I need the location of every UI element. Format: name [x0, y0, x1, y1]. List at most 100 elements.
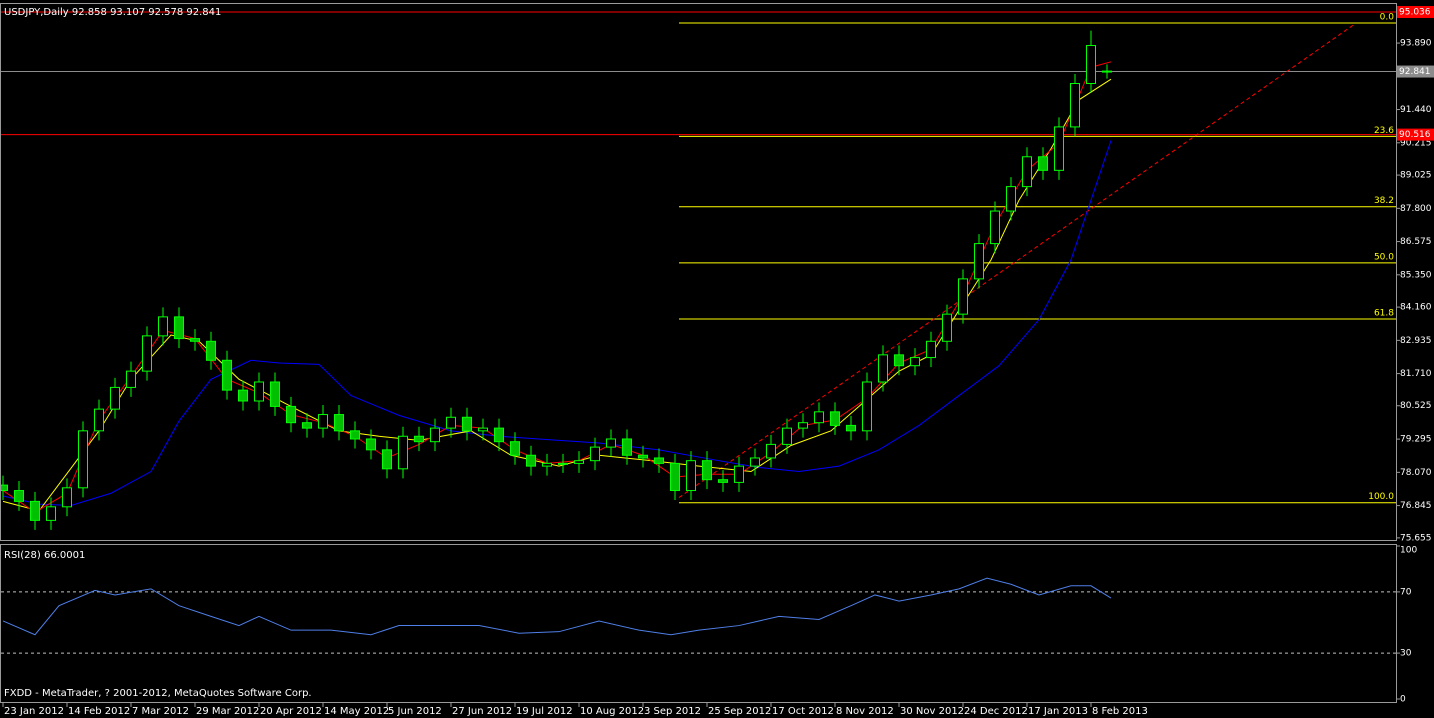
candle-body: [990, 210, 1000, 245]
rsi-panel-frame: [0, 544, 1397, 703]
y-tick-label: 86.575: [1400, 237, 1432, 247]
candle-body: [670, 462, 680, 492]
rsi-line: [2, 577, 1112, 636]
y-tick-label: 93.890: [1400, 39, 1432, 49]
price-label: 90.516: [1399, 130, 1431, 140]
candle-body: [1006, 186, 1016, 212]
moving-average: [2, 140, 1112, 506]
candle-body: [190, 338, 200, 342]
candle-body: [1, 484, 8, 492]
candle-body: [286, 405, 296, 424]
fib-label: 0.0: [1380, 12, 1395, 22]
candle-body: [654, 457, 664, 464]
axes: 23 Jan 2012 14 Feb 2012 7 Mar 2012 29 Mar 2…: [2, 5, 1434, 717]
candle-body: [414, 435, 424, 443]
candle-body: [110, 386, 120, 410]
candle-body: [750, 457, 760, 467]
candle-body: [254, 381, 264, 402]
y-tick-label: 75.655: [1400, 533, 1432, 543]
candle-body: [942, 313, 952, 342]
y-tick-label: 87.800: [1400, 204, 1432, 214]
y-tick-label: 70: [1400, 587, 1412, 597]
y-tick-label: 90.215: [1400, 138, 1432, 148]
y-tick-label: 0: [1400, 695, 1406, 705]
candle-body: [14, 490, 24, 502]
x-tick-label: 29 Mar 2012: [196, 706, 259, 717]
candle-body: [526, 454, 536, 467]
candle-body: [302, 422, 312, 429]
price-label-box: [1397, 65, 1434, 78]
candle-body: [814, 411, 824, 424]
candle-body: [446, 416, 456, 429]
fib-label: 100.0: [1368, 492, 1394, 502]
candle-body: [766, 443, 776, 459]
candle-body: [926, 340, 936, 359]
candle-body: [718, 479, 728, 483]
x-tick-label: 24 Dec 2012: [964, 706, 1028, 717]
candle-body: [126, 370, 136, 388]
candle-body: [158, 316, 168, 337]
price-label-box: [1397, 128, 1434, 141]
candle-body: [638, 454, 648, 459]
candle-body: [542, 462, 552, 467]
y-tick-label: 91.440: [1400, 105, 1432, 115]
candle-body: [30, 500, 40, 521]
candle-body: [430, 427, 440, 443]
y-tick-label: 84.160: [1400, 303, 1432, 313]
candle-body: [222, 359, 232, 391]
candle-body: [862, 381, 872, 432]
candle-body: [1086, 45, 1096, 85]
y-tick-label: 30: [1400, 649, 1412, 659]
y-tick-label: 85.350: [1400, 270, 1432, 280]
candle-body: [606, 438, 616, 448]
candle-body: [350, 430, 360, 440]
candle-body: [878, 354, 888, 383]
y-tick-label: 82.935: [1400, 336, 1432, 346]
price-label: 95.036: [1399, 7, 1431, 17]
fib-label: 23.6: [1374, 126, 1394, 136]
candle-body: [702, 460, 712, 481]
candle-body: [782, 427, 792, 445]
price-label: 92.841: [1399, 67, 1431, 77]
candle-body: [78, 430, 88, 489]
x-tick-label: 17 Jan 2013: [1028, 706, 1088, 717]
candle-body: [510, 441, 520, 456]
x-tick-label: 5 Jun 2012: [388, 706, 442, 717]
main-panel: 0.0 23.6 38.2 50.0 61.8 100.0: [1, 11, 1396, 530]
candle-body: [1102, 70, 1112, 73]
candle-body: [142, 335, 152, 372]
candle-body: [558, 462, 568, 465]
rsi-panel: [1, 577, 1396, 654]
candle-body: [318, 414, 328, 429]
candle-body: [46, 506, 56, 521]
candle-body: [494, 427, 504, 443]
candle-body: [478, 427, 488, 432]
candle-body: [174, 316, 184, 340]
candle-body: [62, 487, 72, 508]
candle-body: [238, 389, 248, 402]
x-tick-label: 30 Nov 2012: [900, 706, 964, 717]
candle-body: [1054, 126, 1064, 171]
y-tick-label: 89.025: [1400, 171, 1432, 181]
candle-body: [1038, 156, 1048, 171]
footer: FXDD - MetaTrader, ? 2001-2012, MetaQuot…: [4, 688, 312, 699]
y-tick-label: 80.525: [1400, 401, 1432, 411]
x-tick-label: 8 Feb 2013: [1092, 706, 1148, 717]
candle-body: [366, 438, 376, 451]
candle-body: [270, 381, 280, 407]
x-tick-label: 19 Jul 2012: [516, 706, 573, 717]
x-tick-label: 25 Sep 2012: [708, 706, 771, 717]
chart-title: USDJPY,Daily 92.858 93.107 92.578 92.841: [4, 7, 221, 18]
y-tick-label: 78.070: [1400, 468, 1432, 478]
candle-body: [206, 340, 216, 361]
main-panel-frame: [0, 3, 1397, 541]
y-tick-label: 79.295: [1400, 435, 1432, 445]
x-tick-label: 10 Aug 2012: [580, 706, 644, 717]
candle-body: [734, 465, 744, 483]
candle-body: [910, 357, 920, 367]
y-tick-label: 81.710: [1400, 369, 1432, 379]
candle-body: [590, 446, 600, 462]
candle-body: [574, 460, 584, 464]
